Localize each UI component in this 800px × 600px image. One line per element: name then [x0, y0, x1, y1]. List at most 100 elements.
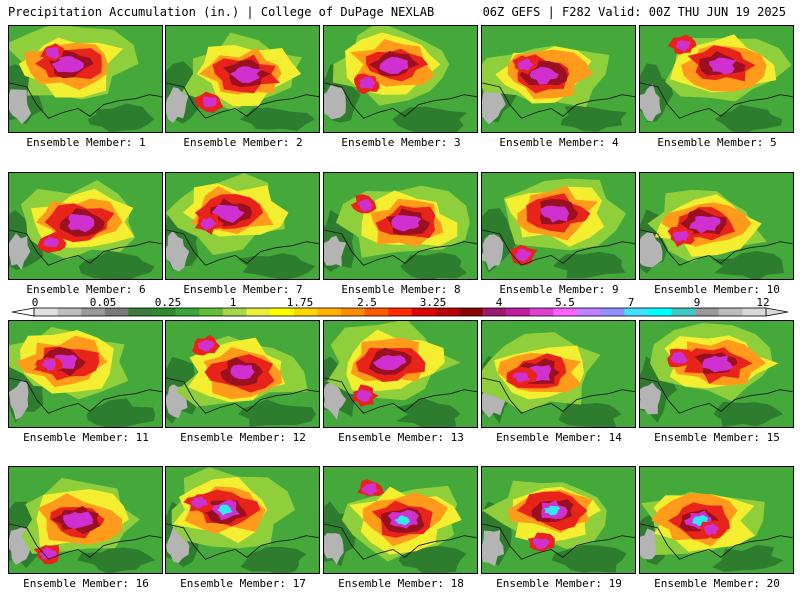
colorbar-swatch [34, 308, 58, 316]
ensemble-member-map [481, 320, 636, 428]
precip-contour [709, 57, 737, 75]
colorbar-tick-label: 0 [32, 296, 39, 309]
ensemble-member-map [481, 172, 636, 280]
precip-contour [361, 483, 378, 496]
coastline [640, 523, 793, 560]
ensemble-member-map [323, 466, 478, 574]
map-title: Precipitation Accumulation (in.) | Colle… [8, 5, 435, 19]
dry-region [551, 545, 627, 573]
precip-field [324, 467, 477, 573]
precip-contour [518, 58, 535, 71]
dry-region [482, 234, 504, 271]
ensemble-member-map [639, 25, 794, 133]
dry-region [78, 250, 155, 279]
precip-field [166, 26, 319, 132]
dry-region [324, 533, 344, 565]
dry-region [237, 253, 316, 279]
dry-region [640, 232, 663, 268]
colorbar-tick-label: 9 [694, 296, 701, 309]
precip-field [9, 173, 162, 279]
colorbar-swatch [388, 308, 413, 316]
ensemble-member-label: Ensemble Member: 20 [654, 577, 780, 590]
colorbar-swatch [742, 308, 767, 316]
dry-region [640, 382, 662, 415]
dry-region [640, 84, 661, 122]
colorbar-swatch [671, 308, 696, 316]
colorbar-swatch [695, 308, 720, 316]
ensemble-member-label: Ensemble Member: 16 [23, 577, 149, 590]
colorbar-swatch [222, 308, 247, 316]
coastline [324, 523, 477, 560]
precip-field [324, 321, 477, 427]
ensemble-member-map [8, 25, 163, 133]
ensemble-member-map [323, 172, 478, 280]
ensemble-member-label: Ensemble Member: 17 [180, 577, 306, 590]
colorbar-tick-label: 4 [496, 296, 503, 309]
dry-region [324, 84, 346, 120]
precip-contour [67, 213, 95, 233]
coastline [482, 229, 635, 266]
ensemble-member-map [323, 320, 478, 428]
colorbar-swatch [57, 308, 82, 316]
coastline [9, 523, 162, 560]
ensemble-member-map [165, 172, 320, 280]
colorbar-tick-label: 12 [756, 296, 769, 309]
colorbar-swatch [246, 308, 271, 316]
dry-region [552, 251, 626, 279]
precip-contour [355, 389, 373, 403]
coastline [166, 377, 319, 414]
dry-region [77, 547, 156, 573]
precip-contour [391, 215, 422, 232]
ensemble-member-map [639, 320, 794, 428]
ensemble-member-label: Ensemble Member: 14 [496, 431, 622, 444]
precip-contour [670, 351, 688, 364]
precip-contour [44, 46, 60, 60]
colorbar-swatch [482, 308, 507, 316]
ensemble-member-map [165, 25, 320, 133]
dry-region [324, 235, 347, 267]
coastline [9, 377, 162, 414]
colorbar-swatch [411, 308, 436, 316]
precip-colorbar: 0 0.05 0.25 1 1.75 2.5 3.25 4 5.5 7 9 12 [0, 296, 800, 320]
precip-contour [394, 515, 410, 526]
precip-contour [532, 537, 550, 550]
ensemble-member-map [323, 25, 478, 133]
precip-contour [43, 236, 60, 248]
colorbar-swatch [553, 308, 578, 316]
ensemble-member-label: Ensemble Member: 18 [338, 577, 464, 590]
precip-contour [673, 230, 690, 242]
dry-region [482, 85, 506, 125]
dry-region [9, 233, 31, 270]
ensemble-member-label: Ensemble Member: 3 [341, 136, 461, 149]
ensemble-member-label: Ensemble Member: 7 [183, 283, 303, 296]
precip-contour [200, 217, 218, 231]
colorbar-tick-label: 1 [230, 296, 237, 309]
ensemble-member-label: Ensemble Member: 10 [654, 283, 780, 296]
precip-contour [203, 96, 218, 108]
colorbar-swatch [624, 308, 649, 316]
coastline [482, 523, 635, 560]
dry-region [713, 401, 784, 427]
dry-region [86, 398, 156, 427]
colorbar-frame [33, 307, 767, 317]
colorbar-swatch [600, 308, 625, 316]
ensemble-member-label: Ensemble Member: 1 [26, 136, 146, 149]
precip-contour [230, 364, 255, 380]
colorbar-swatch [435, 308, 460, 316]
precip-field [482, 467, 635, 573]
dry-region [712, 544, 784, 572]
precip-contour [217, 504, 233, 516]
dry-region [9, 379, 29, 420]
ensemble-member-map [639, 466, 794, 574]
precip-contour [211, 204, 245, 223]
precip-field [640, 26, 793, 132]
dry-region [9, 89, 32, 125]
precip-contour [190, 496, 209, 509]
precip-field [482, 26, 635, 132]
precip-contour [675, 40, 691, 53]
colorbar-tick-label: 5.5 [555, 296, 575, 309]
coastline [482, 377, 635, 414]
precip-field [324, 26, 477, 132]
colorbar-swatch [718, 308, 743, 316]
precip-field [324, 173, 477, 279]
